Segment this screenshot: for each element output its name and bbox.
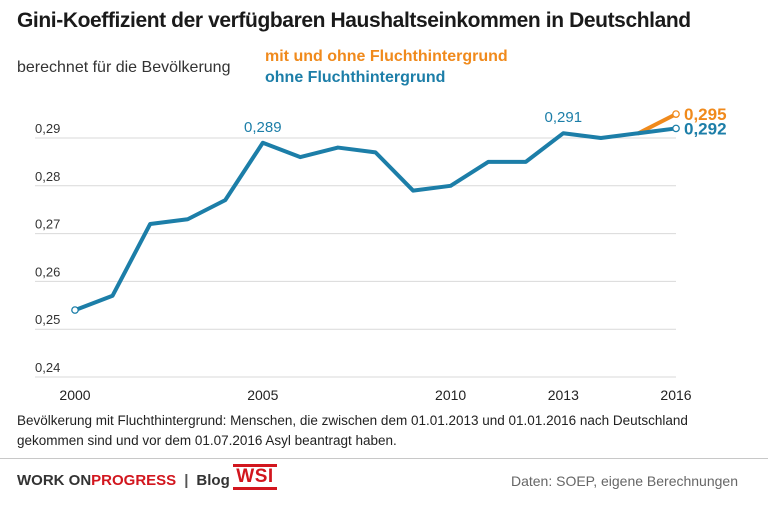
wsi-logo-top-bar xyxy=(233,464,277,467)
y-tick-label: 0,27 xyxy=(35,217,60,232)
footnote: Bevölkerung mit Fluchthintergrund: Mensc… xyxy=(17,413,688,448)
wsi-logo-bottom-bar xyxy=(233,487,277,490)
data-label: 0,289 xyxy=(244,119,282,136)
y-tick-label: 0,25 xyxy=(35,312,60,327)
legend-without-refugees: ohne Fluchthintergrund xyxy=(265,69,446,86)
brand-text-1: WORK ON xyxy=(17,472,92,489)
x-tick-label: 2016 xyxy=(660,387,691,403)
wsi-logo[interactable]: WSI xyxy=(233,464,277,492)
data-label: 0,292 xyxy=(684,119,727,138)
gini-line-chart: 0,24 0,25 0,26 0,27 0,28 0,29 2000 2005 2010 2013… xyxy=(35,105,727,403)
x-tick-label: 2013 xyxy=(548,387,579,403)
series-line-with-refugees xyxy=(636,112,678,136)
data-label: 0,291 xyxy=(545,109,583,126)
x-tick-label: 2005 xyxy=(247,387,278,403)
end-point-marker-with-refugees xyxy=(672,110,680,118)
y-tick-label: 0,24 xyxy=(35,360,60,375)
x-tick-label: 2010 xyxy=(435,387,466,403)
chart-subtitle: berechnet für die Bevölkerung xyxy=(17,59,231,76)
footer-divider xyxy=(0,458,768,459)
wsi-logo-text: WSI xyxy=(236,466,274,487)
brand-text-2: PROGRESS xyxy=(91,472,177,489)
brand-separator: | xyxy=(184,472,189,489)
brand-work-on-progress[interactable]: WORK ON PROGRESS | Blog xyxy=(17,472,230,489)
data-label: 0,295 xyxy=(684,105,727,124)
y-tick-label: 0,29 xyxy=(35,121,60,136)
series-line-without-refugees xyxy=(73,126,678,313)
legend-with-refugees: mit und ohne Fluchthintergrund xyxy=(265,48,508,65)
chart-title: Gini-Koeffizient der verfügbaren Haushal… xyxy=(17,9,691,32)
x-tick-label: 2000 xyxy=(59,387,90,403)
start-point-marker xyxy=(71,306,79,314)
brand-blog: Blog xyxy=(196,472,230,489)
end-point-marker-without-refugees xyxy=(672,124,680,133)
source-note: Daten: SOEP, eigene Berechnungen xyxy=(510,473,738,489)
y-tick-label: 0,26 xyxy=(35,264,60,279)
y-tick-label: 0,28 xyxy=(35,169,60,184)
